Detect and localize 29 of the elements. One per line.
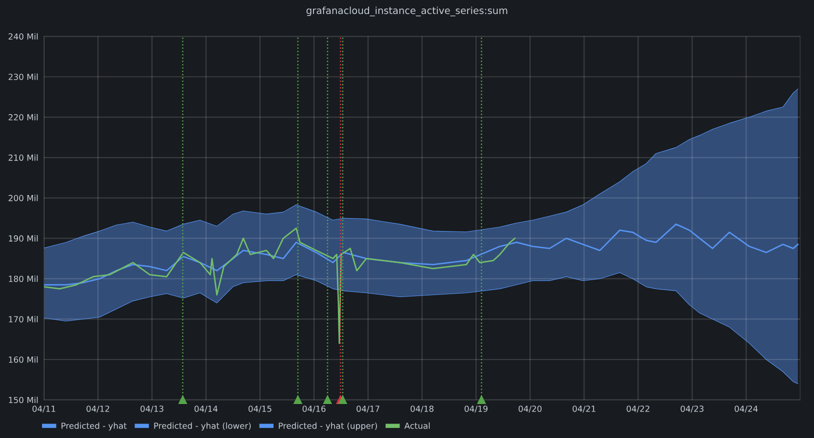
- y-tick-label: 200 Mil: [8, 194, 38, 202]
- legend-label: Predicted - yhat: [62, 422, 127, 430]
- y-tick-label: 240 Mil: [8, 33, 38, 40]
- y-tick-label: 230 Mil: [8, 74, 38, 80]
- x-tick-label: 04/14: [194, 406, 218, 413]
- x-tick-label: 04/22: [626, 406, 650, 413]
- y-tick-label: 180 Mil: [8, 276, 38, 282]
- x-tick-label: 04/17: [356, 406, 380, 413]
- x-tick-label: 04/11: [32, 406, 56, 413]
- y-tick-label: 160 Mil: [8, 356, 38, 363]
- x-tick-label: 04/18: [410, 406, 434, 413]
- legend-label: Actual: [404, 422, 430, 429]
- x-tick-label: 04/12: [86, 406, 110, 413]
- x-tick-label: 04/24: [734, 406, 758, 413]
- legend-label: Predicted - yhat (lower): [154, 422, 251, 430]
- x-tick-label: 04/16: [302, 406, 326, 413]
- chart-title: grafanacloud_instance_active_series:sum: [306, 6, 508, 16]
- x-tick-label: 04/20: [518, 406, 542, 413]
- x-tick-label: 04/13: [140, 406, 164, 413]
- x-tick-label: 04/15: [248, 406, 272, 413]
- x-tick-label: 04/19: [464, 406, 488, 413]
- y-tick-label: 210 Mil: [8, 154, 38, 161]
- x-tick-label: 04/23: [680, 406, 704, 413]
- y-tick-label: 220 Mil: [8, 114, 38, 120]
- legend-label: Predicted - yhat (upper): [278, 422, 377, 430]
- y-tick-label: 170 Mil: [8, 316, 38, 322]
- y-tick-label: 190 Mil: [8, 235, 38, 242]
- x-tick-label: 04/21: [572, 406, 596, 413]
- y-tick-label: 150 Mil: [8, 396, 38, 404]
